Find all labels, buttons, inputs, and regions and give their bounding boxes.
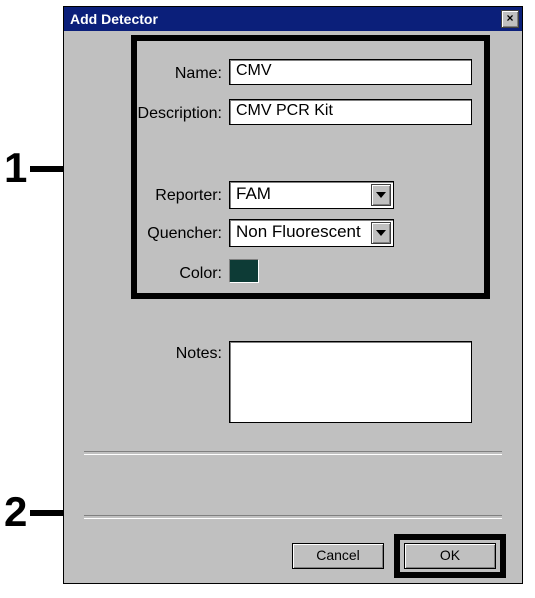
reporter-label: Reporter: [155, 187, 222, 205]
cancel-button[interactable]: Cancel [292, 543, 384, 569]
reporter-dropdown[interactable]: FAM [229, 181, 394, 209]
close-button[interactable]: × [501, 10, 519, 28]
notes-label: Notes: [176, 345, 222, 363]
reporter-value: FAM [236, 184, 271, 203]
close-icon: × [506, 11, 513, 25]
separator-2 [84, 515, 502, 519]
separator-1 [84, 451, 502, 455]
chevron-down-icon [371, 184, 391, 206]
annotation-1: 1 [4, 144, 27, 192]
description-label: Description: [138, 105, 222, 123]
title-bar: Add Detector × [64, 7, 522, 31]
notes-input[interactable] [229, 341, 472, 423]
description-input[interactable]: CMV PCR Kit [229, 99, 472, 125]
ok-button[interactable]: OK [404, 543, 496, 569]
window-title: Add Detector [70, 11, 158, 27]
chevron-down-icon [371, 222, 391, 244]
color-label: Color: [179, 265, 222, 283]
add-detector-dialog: Add Detector × Name: CMV Description: CM… [63, 6, 523, 584]
quencher-dropdown[interactable]: Non Fluorescent [229, 219, 394, 247]
quencher-value: Non Fluorescent [236, 222, 361, 241]
color-swatch[interactable] [229, 259, 259, 283]
name-input[interactable]: CMV [229, 59, 472, 85]
name-label: Name: [175, 65, 222, 83]
annotation-2: 2 [4, 488, 27, 536]
quencher-label: Quencher: [147, 225, 222, 243]
